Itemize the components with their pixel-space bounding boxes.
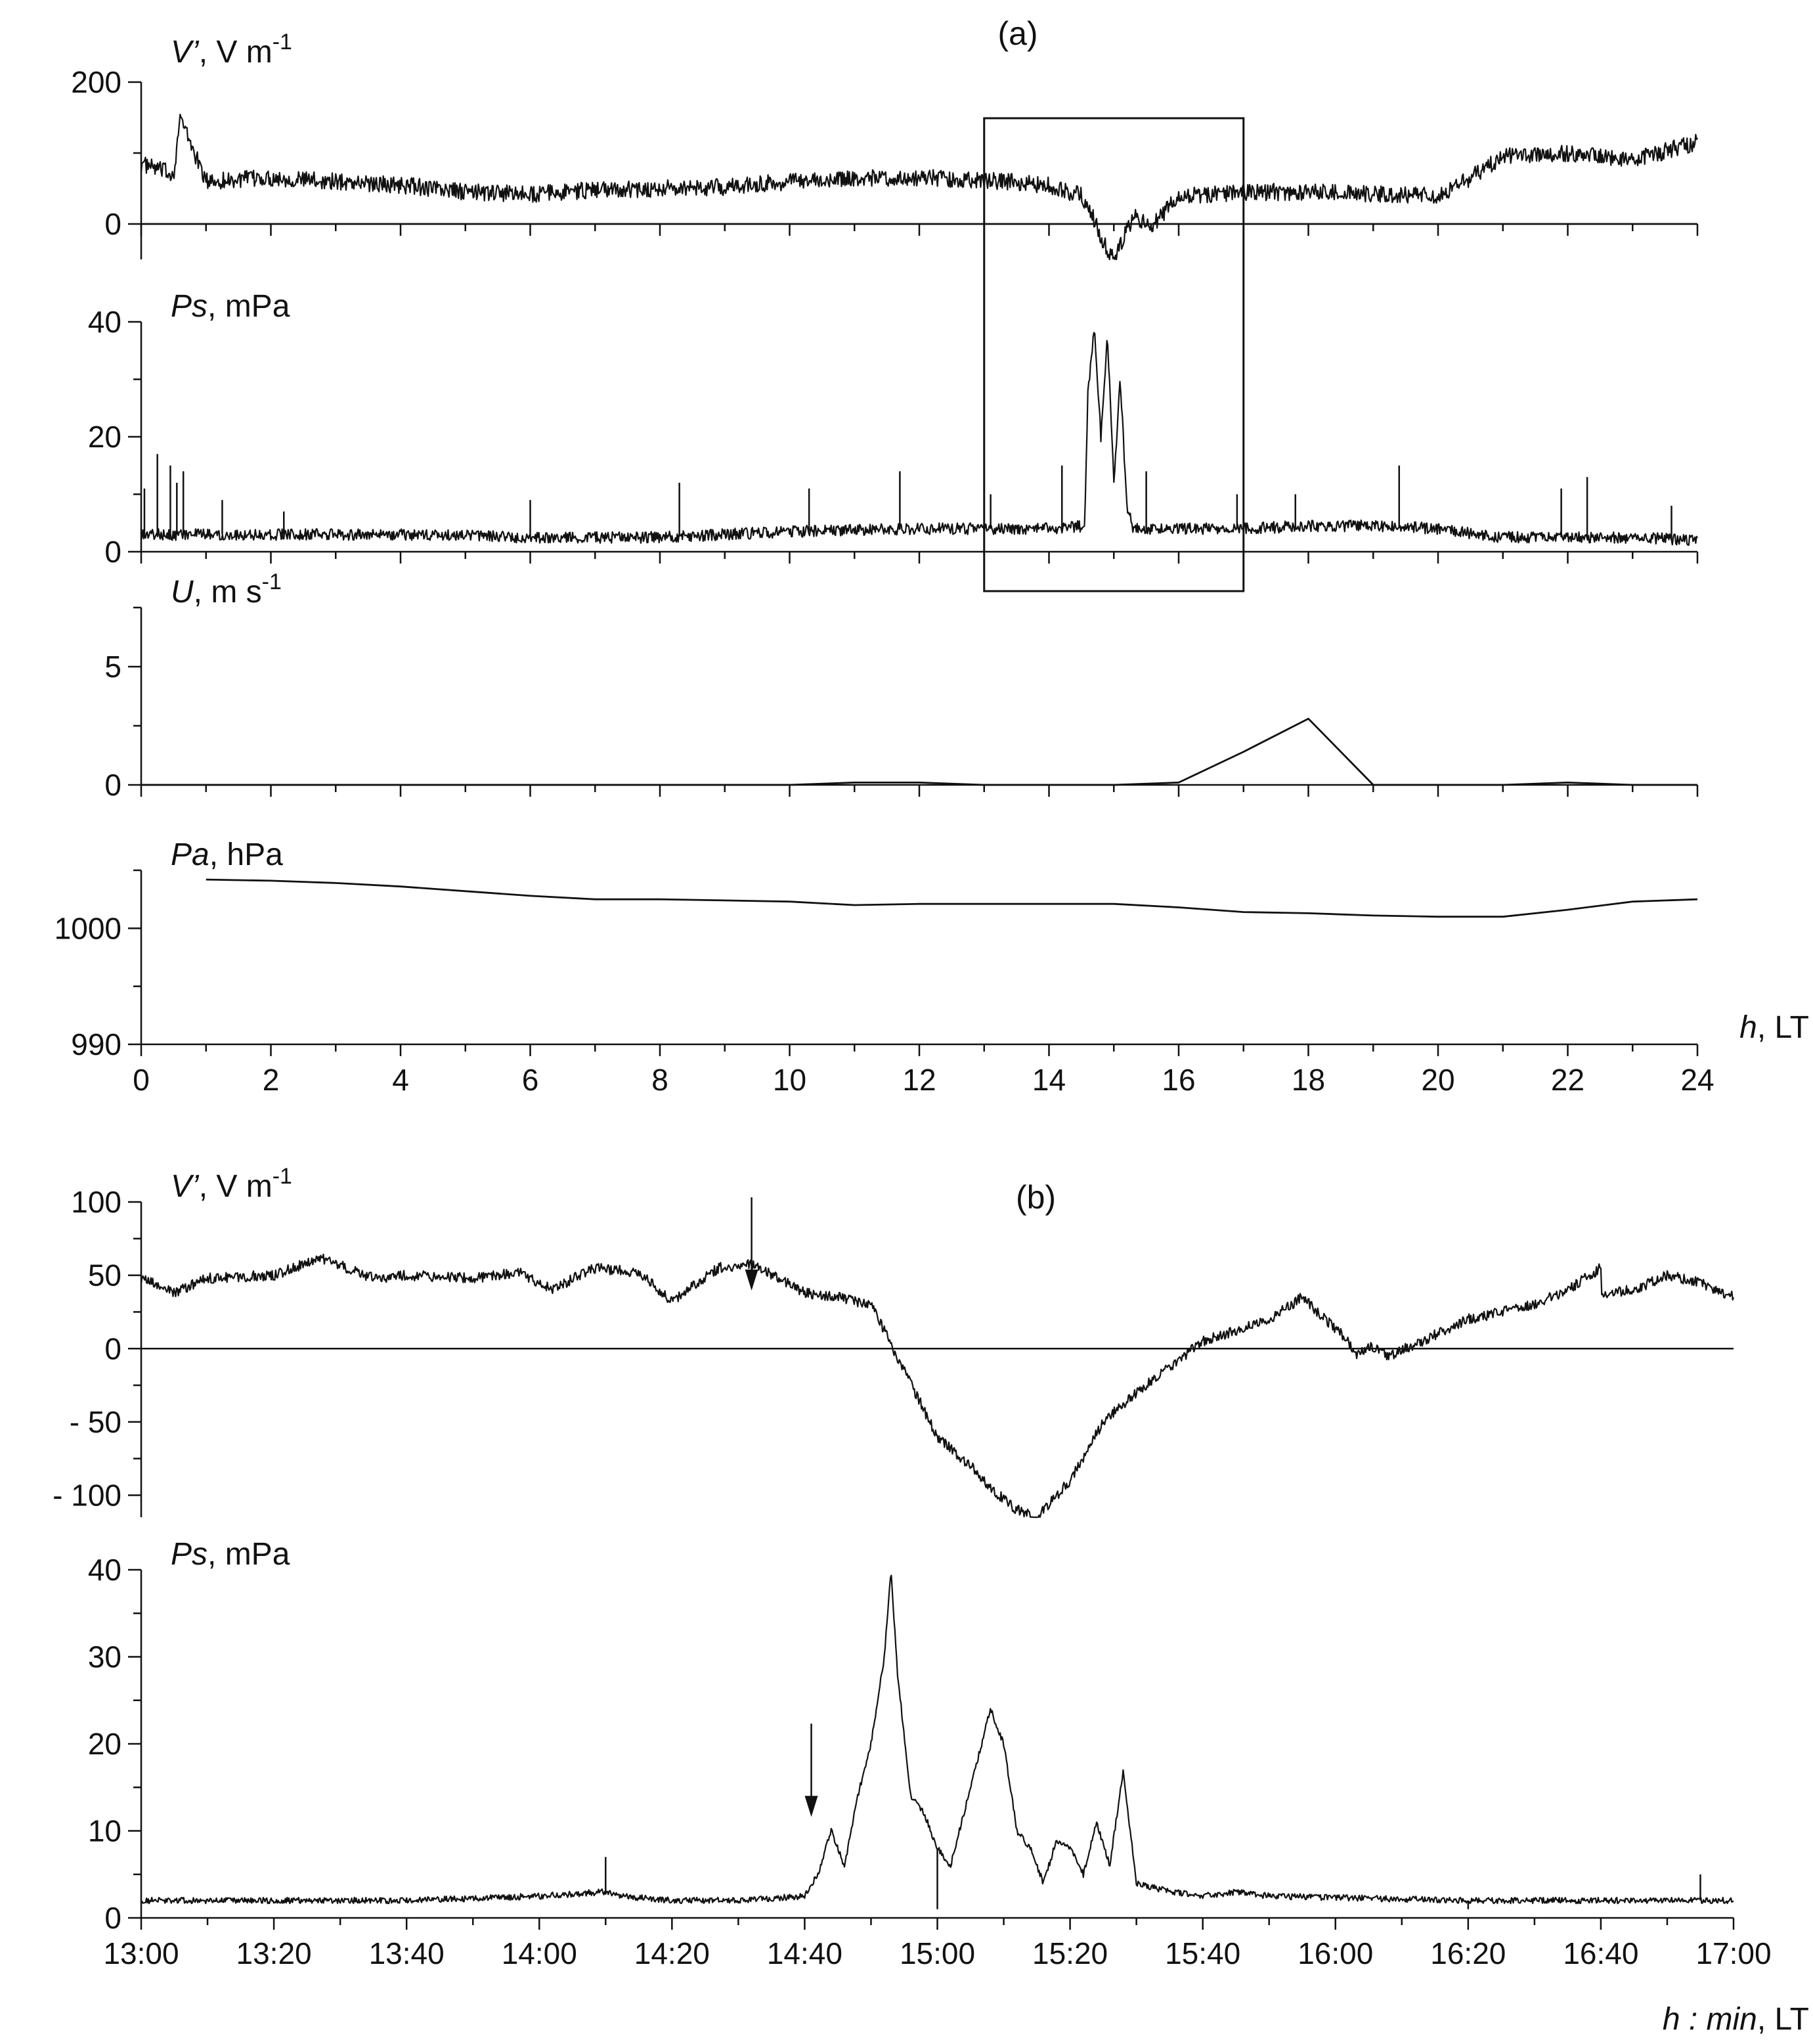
panel-label: (b) [1016,1179,1056,1216]
y-tick-label: 200 [71,65,121,99]
y-axis-title: Pa, hPa [171,837,283,872]
y-axis-unit: , mPa [208,1537,290,1572]
y-axis-variable: Ps [171,289,208,324]
y-axis-unit: , hPa [209,837,283,872]
y-axis-title: V’, V m-1 [171,30,292,70]
x-tick-label: 22 [1551,1063,1584,1097]
y-tick-label: 20 [88,420,121,454]
x-tick-label: 14 [1032,1063,1066,1097]
x-tick-label: 24 [1680,1063,1714,1097]
series-line [140,1253,1735,1519]
y-axis-variable: Ps [171,1537,208,1572]
y-tick-label: 20 [88,1727,121,1761]
y-tick-label: 40 [88,305,121,339]
x-axis-variable: h [1739,1010,1757,1045]
y-axis-variable: Pa [171,837,209,872]
y-tick-label: - 50 [70,1405,121,1439]
y-axis-unit-exponent: -1 [273,1164,292,1189]
y-tick-label: 0 [104,768,121,802]
arrow-head [804,1796,818,1817]
x-axis-title: h, LT [1739,1010,1809,1045]
x-axis-title: h : min, LT [1663,2002,1809,2037]
y-tick-label: - 100 [53,1478,121,1513]
panel-b1: - 100 - 50 0 50 100 V’, V m-1 (b) [53,1164,1735,1519]
y-axis-unit: , m s [194,575,262,610]
x-tick-label: 16 [1162,1063,1195,1097]
y-axis-title: Ps, mPa [171,289,290,324]
series-line [206,878,1698,918]
y-axis-variable: V’ [171,1169,200,1204]
y-axis-unit-exponent: -1 [273,30,292,55]
y-axis-variable: V’ [171,35,200,70]
y-tick-label: 10 [88,1814,121,1848]
x-tick-label: 16:20 [1430,1936,1506,1970]
x-tick-label: 16:40 [1563,1936,1638,1970]
y-tick-label: 0 [104,1331,121,1366]
y-tick-label: 0 [104,1901,121,1935]
x-tick-label: 14:20 [634,1936,710,1970]
x-axis-unit: , LT [1757,2002,1809,2037]
x-tick-label: 15:20 [1032,1936,1108,1970]
x-tick-label: 4 [392,1063,409,1097]
series-line [141,717,1697,786]
x-tick-label: 17:00 [1695,1936,1771,1970]
arrow-head [745,1269,758,1291]
y-tick-label: 1000 [55,911,121,945]
x-tick-label: 18 [1292,1063,1325,1097]
y-axis-unit: , mPa [208,289,290,324]
panel-a2: 0 20 40 Ps, mPa [88,289,1699,569]
x-tick-label: 10 [773,1063,806,1097]
y-tick-label: 50 [88,1258,121,1293]
x-tick-label: 15:40 [1165,1936,1240,1970]
panel-a1: 0 200 V’, V m-1 (a) [71,15,1699,261]
series-line [140,332,1698,546]
panel-a3: 0 5 U, m s-1 [104,569,1699,802]
x-tick-label: 14:00 [502,1936,577,1970]
y-axis-title: Ps, mPa [171,1537,290,1572]
y-axis-unit: , V m [199,1169,273,1204]
x-tick-label: 8 [651,1063,668,1097]
y-tick-label: 990 [71,1027,121,1061]
x-tick-label: 13:20 [236,1936,312,1970]
y-axis-title: U, m s-1 [171,569,282,610]
x-tick-label: 2 [263,1063,280,1097]
y-tick-label: 30 [88,1640,121,1674]
x-tick-label: 13:00 [103,1936,179,1970]
series-line [140,114,1698,261]
y-tick-label: 0 [104,207,121,241]
y-axis-unit: , V m [199,35,273,70]
x-tick-label: 6 [522,1063,539,1097]
x-tick-label: 14:40 [767,1936,842,1970]
x-axis-unit: , LT [1757,1010,1809,1045]
x-tick-label: 12 [902,1063,936,1097]
y-axis-unit-exponent: -1 [262,569,282,594]
y-axis-title: V’, V m-1 [171,1164,292,1204]
y-tick-label: 100 [71,1185,121,1219]
x-tick-label: 0 [133,1063,150,1097]
x-tick-label: 16:00 [1298,1936,1373,1970]
x-axis-variable: h : min [1663,2002,1757,2037]
y-tick-label: 5 [104,650,121,684]
x-tick-label: 20 [1421,1063,1454,1097]
y-tick-label: 40 [88,1553,121,1587]
panel-label: (a) [997,15,1038,52]
x-tick-label: 15:00 [900,1936,975,1970]
y-tick-label: 0 [104,535,121,569]
panel-b2: 0 10 20 30 40 13:00 13:20 13:40 14:00 14:20 14:40 1… [88,1537,1809,2037]
x-tick-label: 13:40 [369,1936,445,1970]
y-axis-variable: U [171,575,194,610]
zoom-highlight-box [983,117,1245,592]
